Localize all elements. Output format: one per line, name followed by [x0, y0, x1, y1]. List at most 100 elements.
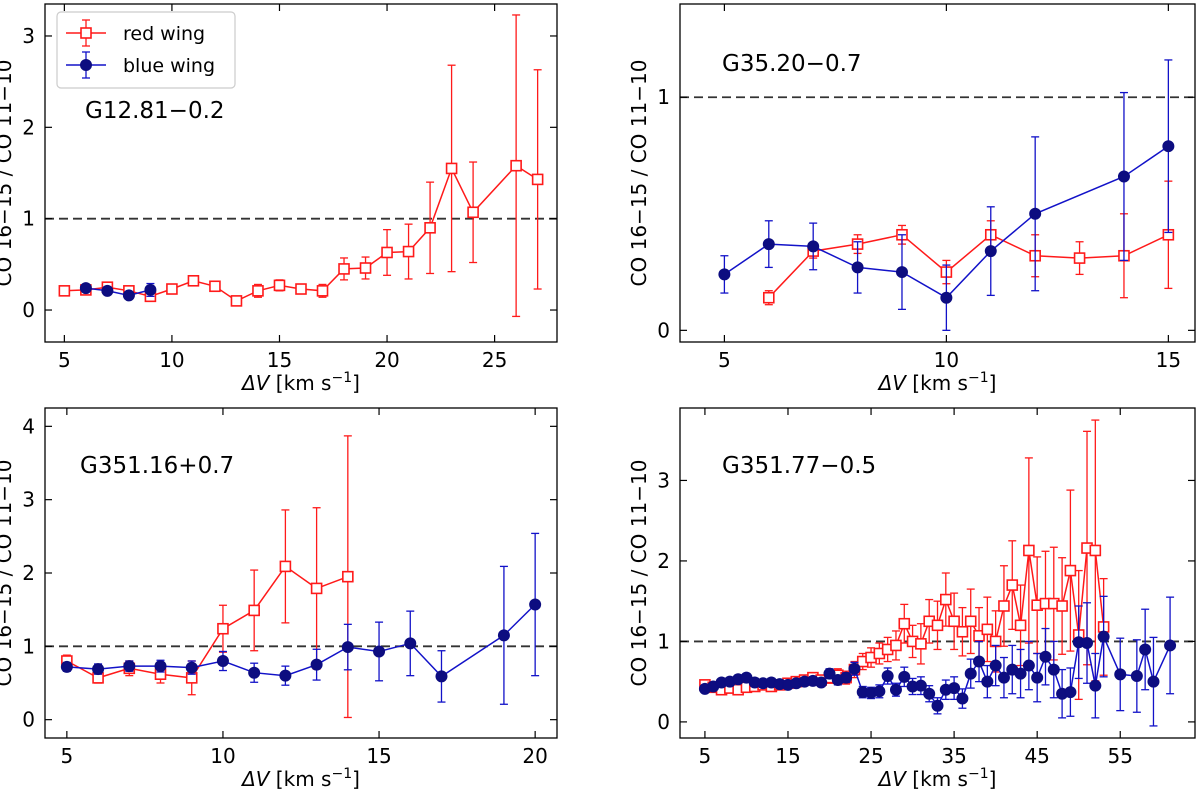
data-point	[248, 604, 260, 617]
y-tick-label: 4	[22, 414, 35, 438]
x-tick-label: 15	[775, 744, 800, 768]
x-tick-label: 5	[58, 348, 71, 372]
x-tick-label: 25	[482, 348, 507, 372]
y-tick-label: 1	[657, 85, 670, 109]
y-tick-label: 0	[22, 708, 35, 732]
data-point	[58, 285, 71, 297]
data-point	[529, 598, 542, 611]
series-line	[66, 603, 536, 678]
x-label-unit: [km s	[906, 371, 968, 395]
y-tick-label: 3	[22, 24, 35, 48]
y-tick-label: 0	[657, 318, 670, 342]
data-point	[1006, 579, 1019, 591]
data-point	[973, 655, 986, 668]
data-point	[762, 291, 775, 304]
data-point	[1064, 686, 1077, 699]
data-point	[342, 570, 354, 583]
data-point	[1056, 600, 1068, 612]
data-point	[341, 641, 354, 654]
axes-frame	[679, 407, 1196, 739]
data-point	[1089, 544, 1102, 557]
panel-title: G351.16+0.7	[80, 453, 234, 479]
x-axis-label: ΔV [km s−1]	[877, 766, 997, 791]
series-blue	[60, 532, 542, 705]
data-point	[848, 662, 861, 675]
data-point	[898, 670, 911, 683]
data-point	[898, 617, 911, 630]
data-point	[923, 687, 936, 700]
data-point	[216, 655, 229, 667]
data-point	[890, 639, 902, 652]
data-point	[914, 679, 927, 692]
data-point	[1114, 668, 1127, 681]
axes-frame	[679, 3, 1196, 343]
data-point	[310, 658, 323, 671]
data-point	[1162, 140, 1175, 153]
x-label-close: ]	[989, 371, 997, 395]
y-tick-label: 3	[657, 468, 670, 492]
x-label-exponent: −1	[331, 370, 352, 386]
data-point	[807, 240, 820, 253]
x-tick-label: 20	[374, 348, 399, 372]
data-point	[981, 675, 994, 688]
data-point	[359, 262, 372, 274]
panel-2: 5 10 15 0 1 G35.20−0.7 ΔV [km s−1] CO 16−15 / C…	[627, 3, 1196, 395]
data-point	[373, 645, 386, 658]
data-point	[964, 615, 977, 628]
data-point	[889, 683, 902, 696]
y-tick-label: 1	[22, 634, 35, 658]
data-point	[984, 245, 997, 258]
x-tick-label: 5	[699, 744, 712, 768]
series-line	[723, 145, 1169, 299]
x-tick-label: 45	[1024, 744, 1049, 768]
data-point	[92, 663, 105, 676]
data-point	[60, 660, 73, 673]
data-point	[998, 600, 1010, 612]
data-point	[122, 289, 135, 302]
data-point	[310, 582, 323, 595]
x-label-exponent: −1	[968, 766, 989, 782]
data-point	[252, 285, 264, 297]
data-point	[187, 274, 200, 287]
data-point	[881, 670, 894, 683]
y-tick-label: 2	[22, 115, 35, 139]
x-tick-label: 25	[858, 744, 883, 768]
x-label-symbol: ΔV	[240, 767, 271, 791]
data-point	[424, 222, 436, 234]
data-point	[1164, 639, 1177, 652]
x-tick-label: 15	[267, 348, 292, 372]
x-label-unit: [km s	[906, 767, 968, 791]
panel-title: G35.20−0.7	[722, 51, 862, 77]
y-axis-label: CO 16−15 / CO 11−10	[627, 60, 651, 287]
data-point	[989, 659, 1002, 672]
data-point	[1047, 663, 1060, 676]
data-point	[404, 637, 417, 650]
series-blue	[718, 59, 1175, 331]
data-point	[402, 245, 415, 258]
x-tick-label: 10	[159, 348, 184, 372]
legend-label-red: red wing	[123, 23, 205, 45]
data-point	[510, 159, 522, 172]
data-point	[940, 291, 953, 304]
data-point	[815, 676, 828, 689]
data-point	[1023, 544, 1035, 557]
data-point	[1081, 637, 1094, 650]
data-point	[1014, 667, 1027, 680]
data-point	[123, 660, 136, 673]
data-point	[1029, 207, 1042, 220]
data-point	[338, 263, 350, 275]
y-axis-label: CO 16−15 / CO 11−10	[0, 60, 16, 287]
data-point	[435, 670, 448, 683]
data-point	[895, 266, 908, 279]
axes-frame	[44, 3, 558, 343]
data-point	[1039, 650, 1052, 663]
legend-label-blue: blue wing	[123, 55, 215, 77]
series-line	[66, 565, 349, 679]
x-tick-label: 15	[1156, 348, 1181, 372]
data-point	[1031, 671, 1044, 684]
x-tick-label: 20	[522, 744, 547, 768]
series-red	[762, 180, 1175, 306]
y-tick-label: 2	[657, 549, 670, 573]
series-line	[768, 233, 1169, 299]
